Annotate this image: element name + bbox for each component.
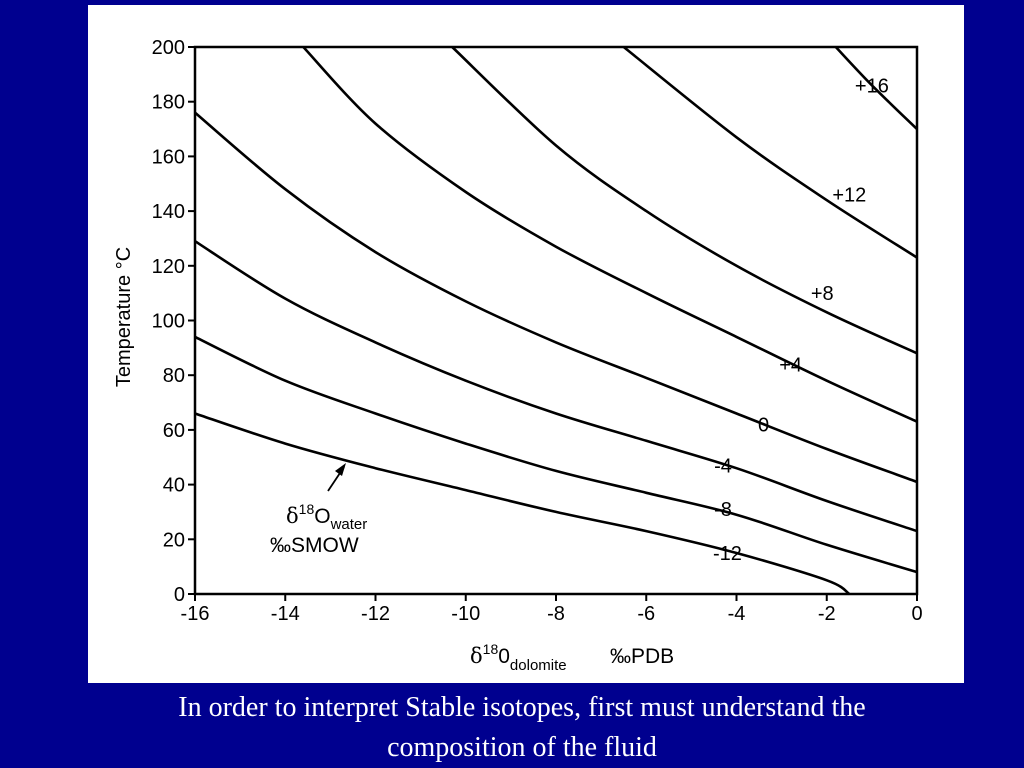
y-tick-label: 80	[163, 365, 185, 387]
y-tick-label: 160	[152, 146, 185, 168]
curve-label: -4	[714, 455, 732, 477]
x-tick-label: -2	[818, 603, 836, 625]
x-tick-label: -4	[728, 603, 746, 625]
series-line	[194, 111, 918, 484]
y-tick-label: 140	[152, 201, 185, 223]
series-line	[302, 46, 918, 423]
x-label-delta: δ	[470, 644, 483, 668]
series-line	[622, 45, 918, 259]
curve-label: -12	[713, 543, 742, 565]
annotation-arrowhead	[335, 463, 346, 476]
curve-label: +4	[779, 354, 802, 376]
y-tick-label: 0	[174, 584, 185, 606]
annotation-sup: 18	[299, 501, 315, 517]
y-tick-label: 60	[163, 420, 185, 442]
x-tick-label: -12	[361, 603, 390, 625]
series-line	[194, 240, 918, 533]
x-axis-unit: ‰PDB	[610, 645, 674, 668]
annotation-sub: water	[330, 516, 368, 533]
curve-label: +16	[855, 75, 889, 97]
y-tick-label: 100	[152, 311, 185, 333]
series-line	[451, 46, 918, 355]
series-line	[834, 46, 918, 131]
x-label-base: 0	[498, 645, 510, 668]
series-line	[194, 412, 851, 596]
annotation-base: O	[314, 505, 330, 528]
figure-panel: 0 20 40 60 80 100 120 140 160 180 200 -16 -14 -12 -10…	[88, 5, 964, 683]
y-tick-label: 120	[152, 256, 185, 278]
curve-label: +8	[811, 283, 834, 305]
x-tick-label: 0	[911, 603, 922, 625]
y-tick-label: 180	[152, 92, 185, 114]
series-line	[194, 335, 918, 574]
annotation-delta: δ	[286, 504, 299, 528]
x-tick-label: -10	[451, 603, 480, 625]
annotation-label: δ18Owater	[286, 501, 367, 533]
y-tick-label: 40	[163, 475, 185, 497]
y-axis-label: Temperature °C	[113, 247, 135, 387]
y-axis-ticks: 0 20 40 60 80 100 120 140 160 180 200	[152, 37, 195, 606]
slide-caption: In order to interpret Stable isotopes, f…	[40, 688, 1004, 768]
x-label-sup: 18	[483, 641, 499, 657]
x-label-sub: dolomite	[510, 657, 567, 674]
x-axis-ticks: -16 -14 -12 -10 -8 -6 -4 -2 0	[181, 594, 923, 625]
x-axis-label: δ180dolomite	[470, 641, 567, 674]
caption-line-2: composition of the fluid	[387, 732, 657, 763]
annotation-unit: ‰SMOW	[270, 534, 359, 557]
caption-line-1: In order to interpret Stable isotopes, f…	[178, 692, 866, 723]
y-tick-label: 20	[163, 529, 185, 551]
x-tick-label: -6	[637, 603, 655, 625]
curve-label: 0	[758, 414, 769, 436]
curve-label: -8	[714, 499, 732, 521]
x-tick-label: -8	[547, 603, 565, 625]
curves-layer	[194, 45, 918, 596]
curve-labels: -12 -8 -4 0 +4 +8 +12 +16	[713, 75, 889, 565]
x-tick-label: -14	[271, 603, 300, 625]
x-tick-label: -16	[181, 603, 210, 625]
y-tick-label: 200	[152, 37, 185, 59]
curve-label: +12	[832, 185, 866, 207]
